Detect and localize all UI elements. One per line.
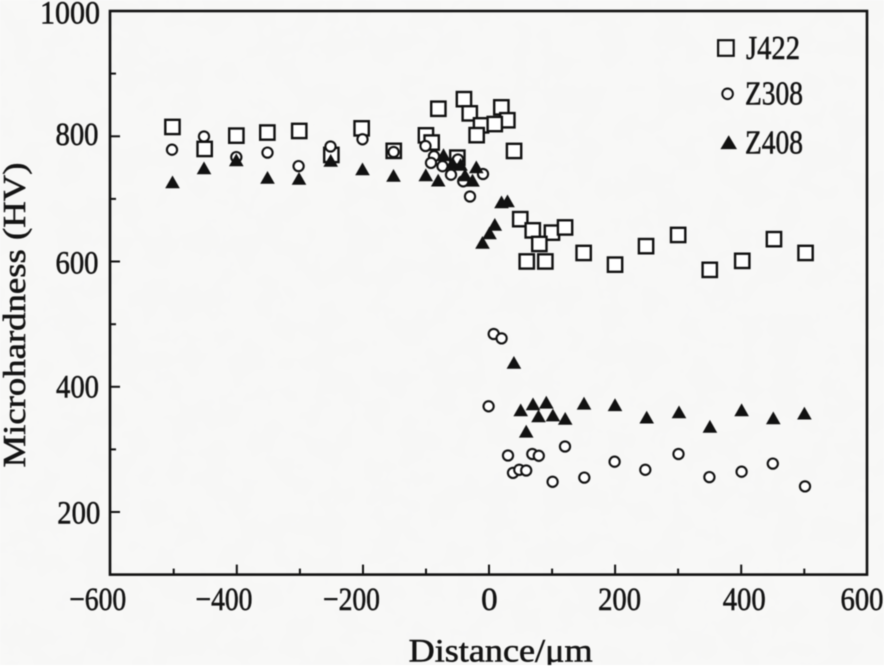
svg-text:−600: −600 — [69, 582, 126, 618]
svg-text:−400: −400 — [196, 582, 253, 618]
svg-text:200: 200 — [598, 582, 641, 618]
svg-text:Microhardness (HV): Microhardness (HV) — [0, 163, 32, 468]
svg-text:400: 400 — [723, 582, 766, 618]
svg-text:J422: J422 — [746, 30, 800, 67]
svg-text:Z308: Z308 — [745, 76, 803, 113]
svg-text:400: 400 — [56, 370, 99, 406]
svg-text:Distance/μm: Distance/μm — [409, 634, 593, 666]
svg-text:800: 800 — [56, 117, 99, 153]
svg-text:600: 600 — [56, 246, 99, 282]
svg-text:600: 600 — [841, 582, 884, 618]
svg-text:1000: 1000 — [40, 0, 100, 32]
svg-text:200: 200 — [57, 495, 100, 531]
svg-text:−200: −200 — [323, 582, 380, 618]
svg-text:0: 0 — [481, 582, 498, 618]
svg-text:Z408: Z408 — [745, 125, 803, 162]
